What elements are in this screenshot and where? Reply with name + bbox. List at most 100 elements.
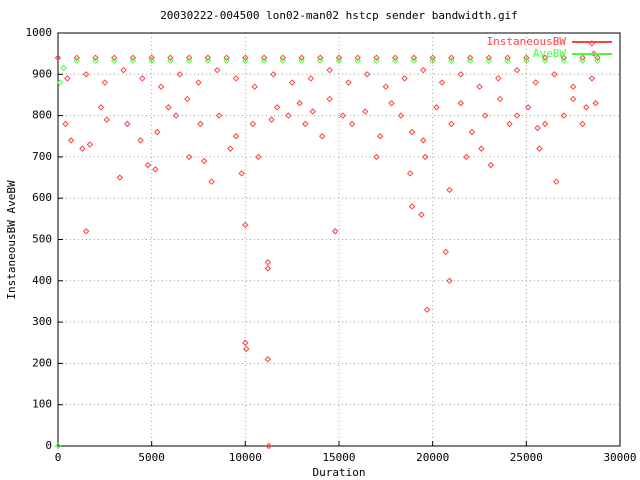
data-point [309,108,316,115]
data-point [54,54,62,61]
data-point [86,141,94,148]
data-point [551,71,558,78]
data-point [317,57,324,64]
y-tick-label: 900 [32,67,52,80]
data-point [215,112,223,119]
data-point [579,120,586,128]
data-point [264,356,272,363]
data-point [504,54,511,61]
data-point [485,54,493,61]
data-point [583,104,590,111]
data-point [92,57,99,64]
data-point [116,174,124,181]
data-point [129,57,137,64]
data-point [592,100,599,107]
data-point [588,75,596,82]
data-point [92,54,99,61]
data-point [496,95,504,103]
data-point [354,57,361,64]
x-tick-label: 0 [55,451,62,464]
data-point [204,57,212,64]
data-point [264,259,272,266]
legend-label: AveBW [533,47,566,60]
data-point [265,442,272,450]
data-point [420,66,427,74]
data-point [268,116,275,123]
data-point [476,83,483,90]
data-point [64,75,71,82]
data-point [242,57,249,64]
data-point [391,54,399,61]
data-point [238,170,245,177]
y-tick-label: 400 [32,274,52,287]
data-point [124,120,131,128]
data-point [594,57,601,64]
data-point [382,83,390,90]
data-point [73,54,80,61]
data-point [54,442,62,450]
data-point [101,79,109,86]
legend-label: InstaneousBW [487,35,567,48]
data-point [560,57,568,64]
data-point [410,54,418,61]
data-point [255,153,262,161]
data-point [410,57,418,64]
data-point [242,221,249,229]
data-point [326,66,333,74]
data-point [185,57,193,64]
data-point [251,83,258,90]
data-point [373,57,380,64]
data-point [560,54,568,61]
data-point [260,54,268,61]
data-point [307,75,315,82]
data-point [279,57,287,64]
data-point [541,120,549,128]
data-point [79,145,86,152]
data-point [129,54,137,61]
data-point [172,112,180,119]
data-point [423,306,431,313]
data-point [317,54,324,61]
data-point [167,57,174,64]
data-point [579,54,586,61]
data-point [391,57,399,64]
data-point [487,161,494,169]
y-tick-label: 600 [32,191,52,204]
data-point [184,95,191,103]
data-point [243,345,250,353]
data-point [481,112,489,119]
data-point [152,166,159,173]
data-point [348,120,356,128]
data-point [457,71,464,78]
data-point [154,128,161,136]
data-point [579,57,586,64]
data-point [478,145,485,152]
data-point [362,108,369,115]
data-point [296,100,303,107]
data-point [504,57,511,64]
data-point [144,161,152,169]
data-point [485,57,493,64]
data-point [195,79,202,86]
data-point [345,79,352,86]
data-point [103,116,110,123]
data-point [408,128,416,136]
data-point [82,228,90,235]
data-point [418,211,425,218]
data-point [227,145,234,152]
data-point [335,57,343,64]
data-point [157,83,165,90]
y-tick-label: 300 [32,315,52,328]
data-point [406,170,414,177]
data-point [397,112,405,119]
data-point [326,95,333,103]
data-point [446,186,453,194]
data-point [373,153,380,161]
data-point [363,71,371,78]
y-tick-label: 700 [32,150,52,163]
chart-title: 20030222-004500 lon02-man02 hstcp sender… [160,9,518,22]
y-tick-label: 800 [32,109,52,122]
data-point [288,79,296,86]
data-point [448,54,455,61]
data-point [97,104,105,111]
